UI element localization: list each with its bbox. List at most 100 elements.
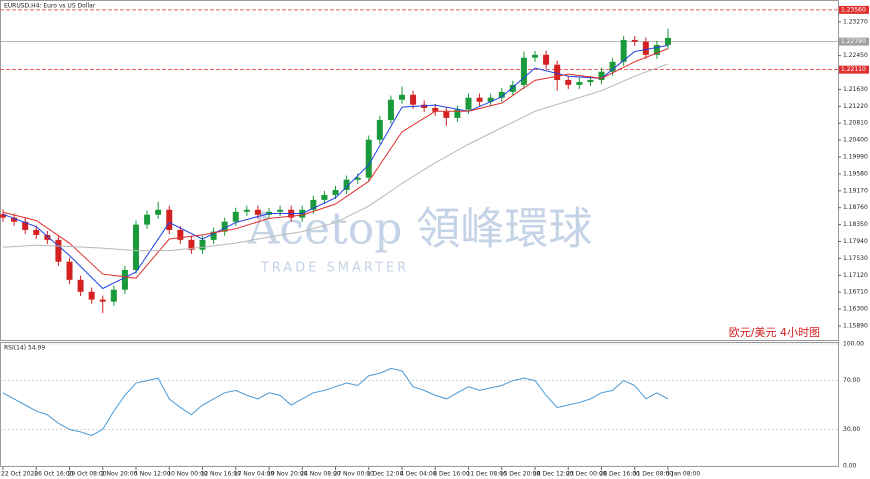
y-tick-label: 1.16300 bbox=[843, 306, 868, 313]
candle-body bbox=[199, 239, 206, 250]
x-tick-label: 11 Dec 08:00 bbox=[467, 471, 508, 478]
y-tick-label: 1.18760 bbox=[843, 204, 868, 211]
y-tick-label: 1.21630 bbox=[843, 86, 868, 93]
candle-body bbox=[22, 221, 29, 230]
candle-body bbox=[642, 41, 649, 55]
moving-average bbox=[2, 63, 669, 252]
candle-body bbox=[243, 209, 250, 212]
candle-body bbox=[520, 57, 527, 85]
candle-body bbox=[66, 261, 73, 280]
candle-body bbox=[155, 209, 162, 215]
x-tick-label: 31 Dec 08:00 bbox=[633, 471, 674, 478]
candle-body bbox=[110, 289, 117, 302]
moving-average bbox=[2, 44, 669, 290]
x-tick-label: 5 Jan 08:00 bbox=[666, 471, 700, 478]
candle-body bbox=[543, 54, 550, 65]
y-tick-label: 1.19580 bbox=[843, 170, 868, 177]
x-tick-label: 5 Nov 12:00 bbox=[134, 471, 171, 478]
candle-body bbox=[11, 217, 18, 222]
level-label-box bbox=[839, 37, 869, 46]
x-tick-label: 22 Oct 2020 bbox=[1, 471, 38, 478]
level-label: 1.22790 bbox=[841, 38, 866, 45]
candle-body bbox=[609, 61, 616, 72]
y-tick-label: 1.23270 bbox=[843, 18, 868, 25]
y-tick-label: 1.17530 bbox=[843, 255, 868, 262]
price-panel bbox=[0, 0, 839, 341]
rsi-tick-label: 70.00 bbox=[843, 377, 860, 384]
candle-body bbox=[254, 209, 261, 215]
candle-body bbox=[177, 229, 184, 240]
x-tick-label: 24 Nov 08:00 bbox=[300, 471, 341, 478]
candle-body bbox=[598, 71, 605, 80]
candle-body bbox=[44, 234, 51, 240]
candle-body bbox=[587, 79, 594, 83]
candle-body bbox=[376, 119, 383, 140]
chart-title: EURUSD,H4: Euro vs US Dollar bbox=[4, 3, 96, 10]
candle-body bbox=[532, 54, 538, 58]
x-tick-label: 4 Dec 04:00 bbox=[400, 471, 437, 478]
level-label: 1.22110 bbox=[841, 66, 866, 73]
candle-body bbox=[443, 111, 450, 118]
y-tick-label: 1.22450 bbox=[843, 52, 868, 59]
rsi-panel bbox=[0, 342, 839, 467]
watermark-sub: TRADE SMARTER bbox=[260, 261, 409, 276]
candle-body bbox=[166, 209, 173, 230]
candle-body bbox=[354, 177, 361, 180]
y-tick-label: 1.16710 bbox=[843, 289, 868, 296]
x-tick-label: 8 Dec 16:00 bbox=[433, 471, 470, 478]
rsi-tick-label: 100.00 bbox=[843, 341, 864, 348]
candle-body bbox=[565, 79, 572, 85]
candle-body bbox=[432, 107, 439, 112]
x-tick-label: 18 Dec 12:00 bbox=[533, 471, 574, 478]
x-tick-label: 28 Dec 16:00 bbox=[600, 471, 641, 478]
y-tick-label: 1.17120 bbox=[843, 272, 868, 279]
x-tick-label: 29 Oct 08:00 bbox=[68, 471, 107, 478]
y-tick-label: 1.19170 bbox=[843, 187, 868, 194]
level-label-box bbox=[839, 5, 869, 14]
y-tick-label: 1.21220 bbox=[843, 103, 868, 110]
y-tick-label: 1.20810 bbox=[843, 120, 868, 127]
candle-body bbox=[310, 199, 317, 210]
candle-body bbox=[33, 229, 40, 235]
x-tick-label: 2 Nov 20:00 bbox=[101, 471, 138, 478]
candle-body bbox=[321, 194, 328, 200]
y-tick-label: 1.17940 bbox=[843, 238, 868, 245]
y-tick-label: 1.18350 bbox=[843, 221, 868, 228]
rsi-tick-label: 30.00 bbox=[843, 426, 860, 433]
moving-average bbox=[2, 48, 669, 279]
x-tick-label: 10 Nov 00:00 bbox=[167, 471, 208, 478]
x-tick-label: 15 Dec 20:00 bbox=[500, 471, 541, 478]
candle-body bbox=[665, 37, 671, 45]
x-tick-label: 23 Dec 00:00 bbox=[566, 471, 607, 478]
y-tick-label: 1.20400 bbox=[843, 137, 868, 144]
candle-body bbox=[498, 91, 505, 98]
watermark: Acetop 領峰環球 bbox=[247, 204, 593, 255]
x-tick-label: 17 Nov 04:00 bbox=[234, 471, 275, 478]
candle-body bbox=[144, 214, 151, 225]
candle-body bbox=[232, 211, 239, 222]
candle-body bbox=[454, 109, 461, 118]
candle-body bbox=[133, 224, 139, 270]
candle-body bbox=[343, 179, 350, 190]
candle-body bbox=[576, 82, 583, 85]
x-tick-label: 12 Nov 16:00 bbox=[201, 471, 242, 478]
candle-body bbox=[465, 97, 472, 110]
candle-body bbox=[332, 189, 339, 195]
candle-body bbox=[121, 269, 128, 290]
candle-body bbox=[509, 84, 516, 92]
candle-body bbox=[476, 97, 483, 102]
candle-body bbox=[487, 97, 494, 102]
candle-body bbox=[0, 214, 6, 218]
candle-body bbox=[188, 239, 195, 250]
rsi-tick-label: 0.00 bbox=[843, 463, 857, 470]
candle-body bbox=[277, 209, 284, 212]
level-label-box bbox=[839, 65, 869, 74]
candle-body bbox=[387, 99, 394, 120]
candle-body bbox=[653, 44, 660, 55]
x-tick-label: 27 Nov 00:00 bbox=[334, 471, 375, 478]
candle-body bbox=[210, 231, 217, 240]
candle-body bbox=[365, 139, 372, 178]
annotation: 欧元/美元 4小时图 bbox=[729, 326, 820, 339]
rsi-title: RSI(14) 54.99 bbox=[4, 345, 45, 352]
